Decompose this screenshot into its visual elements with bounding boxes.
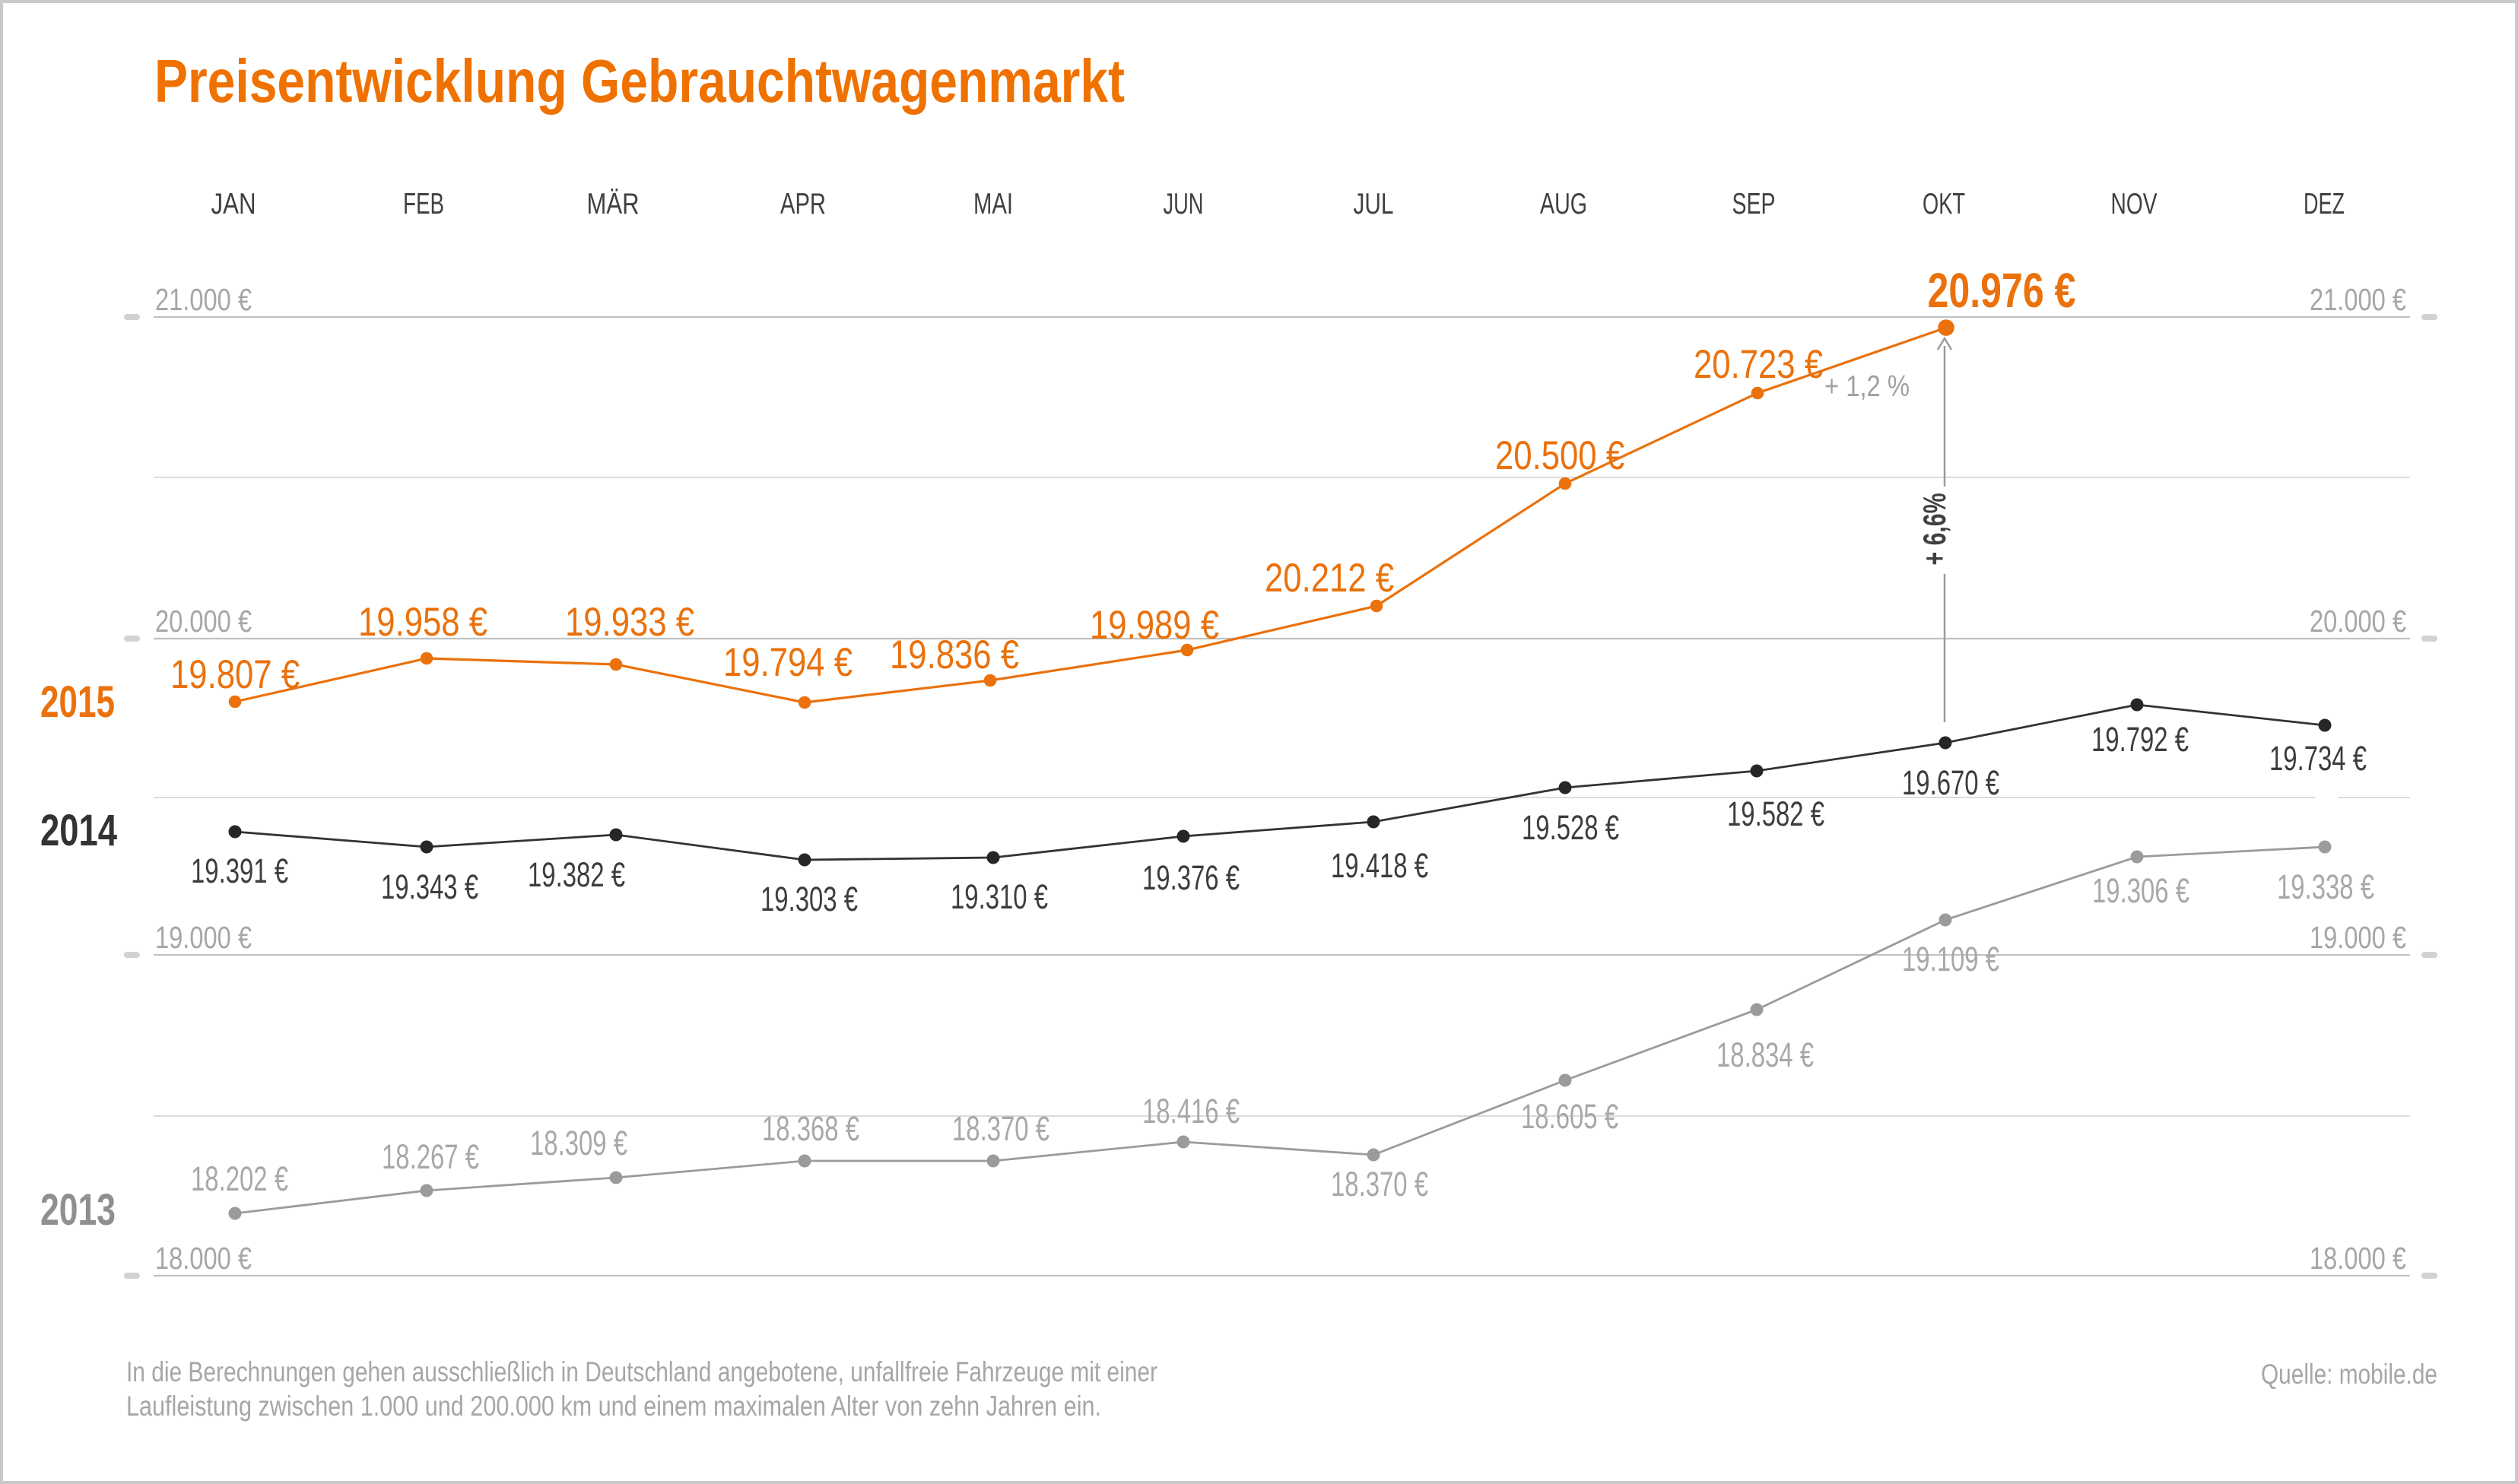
svg-text:19.418 €: 19.418 € [1331, 846, 1428, 885]
svg-text:OKT: OKT [1923, 188, 1965, 220]
svg-text:JUL: JUL [1354, 188, 1394, 220]
svg-text:MÄR: MÄR [587, 188, 640, 220]
svg-text:20.500 €: 20.500 € [1495, 433, 1624, 478]
svg-text:19.303 €: 19.303 € [760, 880, 858, 918]
svg-text:19.582 €: 19.582 € [1727, 794, 1824, 833]
svg-text:2013: 2013 [40, 1185, 116, 1235]
svg-text:20.723 €: 20.723 € [1694, 342, 1823, 387]
svg-text:18.416 €: 18.416 € [1142, 1092, 1240, 1130]
svg-text:JAN: JAN [211, 188, 256, 220]
svg-text:19.836 €: 19.836 € [890, 633, 1019, 677]
svg-text:AUG: AUG [1540, 188, 1587, 220]
svg-text:19.000 €: 19.000 € [2310, 920, 2406, 955]
svg-text:In die Berechnungen gehen auss: In die Berechnungen gehen ausschließlich… [126, 1356, 1157, 1387]
svg-text:19.958 €: 19.958 € [358, 600, 487, 645]
svg-text:19.376 €: 19.376 € [1142, 858, 1240, 897]
svg-text:18.605 €: 18.605 € [1521, 1097, 1618, 1136]
svg-text:20.976 €: 20.976 € [1928, 263, 2076, 318]
svg-text:+ 6,6%: + 6,6% [1916, 493, 1952, 566]
svg-text:JUN: JUN [1164, 188, 1204, 220]
svg-text:18.000 €: 18.000 € [2310, 1241, 2406, 1276]
svg-text:20.212 €: 20.212 € [1265, 556, 1394, 601]
svg-text:19.109 €: 19.109 € [1902, 940, 1999, 978]
svg-text:SEP: SEP [1732, 188, 1776, 220]
svg-text:19.734 €: 19.734 € [2269, 739, 2367, 778]
svg-text:19.343 €: 19.343 € [381, 867, 478, 906]
svg-text:Quelle: mobile.de: Quelle: mobile.de [2261, 1359, 2437, 1390]
svg-text:Preisentwicklung Gebrauchtwage: Preisentwicklung Gebrauchtwagenmarkt [154, 47, 1125, 115]
svg-text:18.370 €: 18.370 € [952, 1109, 1049, 1148]
svg-text:DEZ: DEZ [2304, 188, 2345, 220]
svg-text:APR: APR [780, 188, 826, 220]
svg-text:19.306 €: 19.306 € [2092, 871, 2189, 910]
svg-text:19.310 €: 19.310 € [951, 877, 1048, 916]
svg-text:20.000 €: 20.000 € [155, 604, 252, 639]
svg-text:19.000 €: 19.000 € [155, 920, 252, 955]
svg-text:2014: 2014 [40, 806, 117, 855]
svg-text:19.989 €: 19.989 € [1090, 603, 1219, 648]
svg-text:18.834 €: 18.834 € [1716, 1035, 1814, 1074]
svg-text:19.794 €: 19.794 € [723, 640, 853, 685]
svg-text:18.370 €: 18.370 € [1331, 1165, 1428, 1203]
svg-text:21.000 €: 21.000 € [155, 282, 252, 317]
svg-text:19.382 €: 19.382 € [528, 855, 625, 894]
svg-text:18.309 €: 18.309 € [530, 1124, 627, 1162]
svg-text:20.000 €: 20.000 € [2310, 604, 2406, 639]
svg-text:19.528 €: 19.528 € [1522, 808, 1619, 847]
svg-text:+ 1,2 %: + 1,2 % [1824, 370, 1910, 403]
svg-text:19.807 €: 19.807 € [170, 652, 300, 697]
svg-text:Laufleistung zwischen 1.000 un: Laufleistung zwischen 1.000 und 200.000 … [126, 1390, 1101, 1422]
svg-text:MAI: MAI [973, 188, 1013, 220]
svg-text:18.000 €: 18.000 € [155, 1241, 252, 1276]
svg-text:19.670 €: 19.670 € [1902, 763, 1999, 802]
svg-text:19.338 €: 19.338 € [2277, 867, 2374, 906]
svg-text:19.933 €: 19.933 € [565, 600, 694, 645]
svg-text:18.267 €: 18.267 € [382, 1137, 479, 1176]
svg-text:2015: 2015 [40, 677, 115, 727]
svg-text:18.368 €: 18.368 € [762, 1109, 859, 1148]
svg-text:21.000 €: 21.000 € [2310, 282, 2406, 317]
svg-text:NOV: NOV [2111, 188, 2158, 220]
svg-text:19.391 €: 19.391 € [191, 851, 288, 890]
svg-text:18.202 €: 18.202 € [191, 1159, 288, 1198]
svg-text:FEB: FEB [403, 188, 444, 220]
svg-text:19.792 €: 19.792 € [2091, 720, 2189, 759]
